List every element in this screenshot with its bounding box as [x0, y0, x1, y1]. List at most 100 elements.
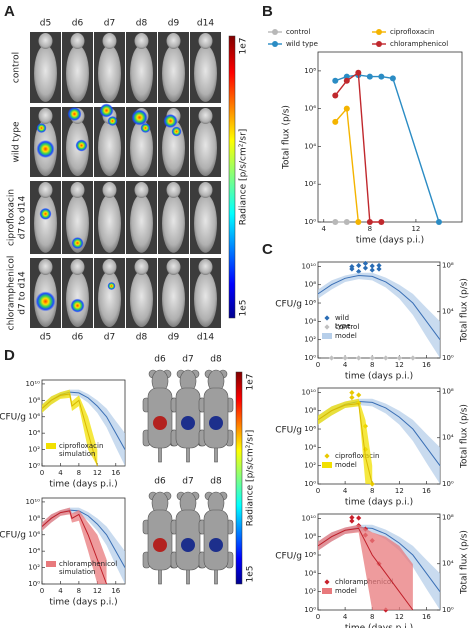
day-label: d9: [168, 333, 180, 343]
mouse-body: [194, 120, 217, 176]
mouse-head: [134, 33, 149, 49]
colorbar-min: 1e5: [246, 566, 256, 583]
y2-tick-label: 10⁴: [442, 560, 454, 568]
y2-tick-label: 10⁰: [442, 606, 454, 614]
x-tick-label: 8: [77, 587, 81, 595]
data-point: [435, 219, 442, 225]
mouse-head: [166, 33, 181, 49]
x-tick-label: 12: [395, 487, 404, 495]
data-point: [410, 355, 416, 361]
data-point: [332, 118, 339, 125]
mouse-body: [98, 45, 121, 102]
row-label: control: [12, 52, 22, 83]
y-tick-label: 10⁴: [304, 317, 316, 325]
mouse-head: [38, 182, 53, 198]
signal: [70, 298, 85, 313]
series-line: [317, 527, 414, 611]
legend-label: wild type: [335, 314, 351, 330]
mouse-body: [162, 194, 185, 253]
x-tick-label: 4: [343, 613, 348, 621]
signal: [36, 123, 47, 133]
signal: [163, 114, 178, 128]
signal: [99, 103, 114, 118]
y-tick-label: 10⁶: [304, 105, 316, 113]
y-axis-label: CFU/g: [275, 552, 302, 562]
data-point: [383, 355, 389, 361]
data-point: [389, 75, 396, 82]
x-tick-label: 12: [395, 613, 404, 621]
panel-label: C: [262, 241, 273, 258]
data-point: [356, 355, 362, 361]
mouse-body: [66, 194, 89, 253]
legend-swatch: [324, 324, 330, 330]
data-point: [376, 266, 382, 272]
mouse-head: [198, 33, 213, 49]
data-point: [349, 390, 355, 396]
legend-swatch: [376, 41, 382, 47]
data-point: [362, 265, 369, 271]
y-tick-label: 10⁶: [28, 413, 40, 421]
y-tick-label: 10⁶: [304, 425, 316, 433]
legend-label: chloramphenicol: [390, 40, 448, 48]
mouse-head: [166, 182, 181, 198]
y-tick-label: 10⁸: [304, 281, 316, 289]
x-axis-label: time (days p.i.): [356, 236, 424, 246]
y-tick-label: 10⁶: [304, 551, 316, 559]
signal: [67, 107, 82, 121]
day-label: d9: [168, 19, 180, 29]
y-tick-label: 10²: [28, 564, 40, 572]
day-label: d14: [197, 333, 214, 343]
legend-label: ciprofloxacin: [335, 452, 379, 460]
y-tick-label: 10¹⁰: [301, 388, 316, 396]
day-label: d8: [136, 19, 148, 29]
y-tick-label: 10⁸: [304, 533, 316, 541]
data-point: [328, 355, 335, 361]
y-tick-label: 10⁰: [304, 354, 316, 362]
legend-label: ciprofloxacin: [390, 28, 434, 36]
x-tick-label: 16: [422, 487, 431, 495]
signal: [107, 116, 118, 126]
y-tick-label: 10²: [304, 336, 316, 344]
legend-label: model: [335, 332, 357, 340]
x-tick-label: 16: [111, 469, 120, 477]
x-tick-label: 4: [58, 587, 63, 595]
data-point: [349, 394, 355, 401]
y2-axis-label: Total flux (p/s): [460, 530, 470, 595]
mouse-outline: [142, 491, 178, 585]
colorbar-min: 1e5: [239, 300, 249, 317]
legend-swatch: [46, 561, 56, 567]
x-tick-label: 4: [322, 225, 327, 233]
mouse-body: [194, 194, 217, 253]
y-axis-label: CFU/g: [275, 426, 302, 436]
y2-tick-label: 10⁸: [442, 513, 454, 521]
data-point: [356, 262, 362, 269]
mouse-body: [130, 120, 153, 176]
mouse-head: [166, 259, 181, 275]
legend-label: control: [335, 323, 359, 331]
axes-box: [41, 379, 126, 467]
y-tick-label: 10⁰: [304, 480, 316, 488]
mouse-head: [134, 259, 149, 275]
data-point: [362, 260, 369, 267]
x-tick-label: 4: [343, 361, 348, 369]
row-label: ciprofloxacin: [7, 189, 17, 246]
x-tick-label: 16: [111, 587, 120, 595]
y-axis-label: CFU/g: [0, 531, 26, 541]
series-line: [41, 393, 98, 467]
mouse-head: [38, 33, 53, 49]
model-band: [42, 389, 125, 466]
signal: [75, 139, 88, 152]
panel-label: D: [4, 347, 15, 364]
day-label: d6: [72, 19, 84, 29]
legend-label: wild type: [286, 40, 318, 48]
x-tick-label: 4: [343, 487, 348, 495]
x-tick-label: 8: [77, 469, 81, 477]
data-point: [378, 73, 385, 80]
mouse-outline: [198, 369, 234, 463]
y-axis-label: CFU/g: [0, 413, 26, 423]
y-tick-label: 10²: [304, 462, 316, 470]
model-band: [318, 524, 440, 610]
y2-tick-label: 10⁸: [442, 261, 454, 269]
y2-tick-label: 10⁰: [442, 480, 454, 488]
